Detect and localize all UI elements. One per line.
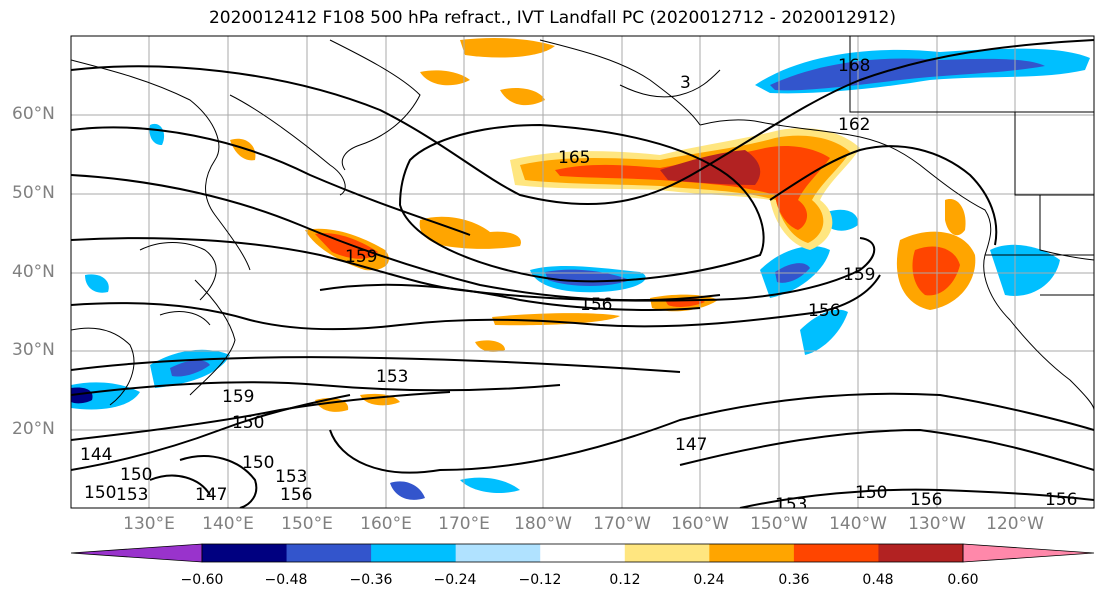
contour-label: 147 xyxy=(195,485,227,505)
contour-label: 150 xyxy=(232,413,264,433)
colorbar-segment xyxy=(878,544,964,562)
colorbar-tick-label: 0.48 xyxy=(862,572,894,588)
contour-label: 150 xyxy=(120,465,152,485)
colorbar-segment xyxy=(540,544,626,562)
contour-label: 153 xyxy=(775,495,807,515)
lat-label: 40°N xyxy=(12,262,55,282)
height-contours xyxy=(71,39,1094,508)
colorbar-segment xyxy=(455,544,541,562)
map-title: 2020012412 F108 500 hPa refract., IVT La… xyxy=(208,8,896,28)
colorbar-segment xyxy=(709,544,795,562)
contour-label: 156 xyxy=(910,490,942,510)
colorbar-tick-label: 0.12 xyxy=(609,572,641,588)
lat-label: 50°N xyxy=(12,183,55,203)
contour-label: 168 xyxy=(838,56,870,76)
colorbar-tick-label: −0.36 xyxy=(349,572,393,588)
contour-label: 150 xyxy=(855,483,887,503)
contour-label: 150 xyxy=(242,453,274,473)
lon-label: 130°E xyxy=(123,514,175,534)
colorbar-segment xyxy=(286,544,372,562)
colorbar-tick-label: −0.12 xyxy=(518,572,562,588)
contour-label: 156 xyxy=(280,485,312,505)
lon-label: 120°W xyxy=(986,514,1044,534)
colorbar-frame xyxy=(201,543,964,563)
contour-label: 153 xyxy=(376,367,408,387)
coastlines xyxy=(71,36,1094,411)
contour-label: 159 xyxy=(843,265,875,285)
lat-label: 20°N xyxy=(12,419,55,439)
colorbar-segment xyxy=(371,544,457,562)
contour-label: 159 xyxy=(345,247,377,267)
colorbar-tick-label: 0.24 xyxy=(693,572,725,588)
colorbar-extend-max xyxy=(962,543,1095,563)
contour-label: 153 xyxy=(116,485,148,505)
contour-label: 150 xyxy=(84,483,116,503)
contour-label: 3 xyxy=(680,73,691,93)
lat-label: 30°N xyxy=(12,340,55,360)
map-frame xyxy=(70,35,1095,509)
colorbar-segment xyxy=(624,544,710,562)
lon-label: 150°W xyxy=(750,514,808,534)
colorbar-extend-min xyxy=(70,543,203,563)
lon-label: 140°W xyxy=(829,514,887,534)
contour-label: 153 xyxy=(275,467,307,487)
contour-labels: 168 162 165 159 159 156 156 153 159 150 … xyxy=(80,56,1077,515)
contour-label: 156 xyxy=(808,301,840,321)
lon-label: 170°W xyxy=(593,514,651,534)
contour-label: 147 xyxy=(675,435,707,455)
lon-label: 160°E xyxy=(360,514,412,534)
lon-label: 170°E xyxy=(438,514,490,534)
lon-label: 140°E xyxy=(202,514,254,534)
lon-label: 150°E xyxy=(281,514,333,534)
colorbar-tick-label: 0.36 xyxy=(778,572,810,588)
contour-label: 162 xyxy=(838,115,870,135)
colorbar-tick-label: 0.60 xyxy=(947,572,979,588)
lon-label: 130°W xyxy=(908,514,966,534)
contour-label: 156 xyxy=(580,295,612,315)
colorbar-tick-label: −0.24 xyxy=(433,572,477,588)
anomaly-shading xyxy=(71,38,1090,500)
lat-label: 60°N xyxy=(12,104,55,124)
colorbar-segment xyxy=(202,544,288,562)
contour-label: 156 xyxy=(1045,490,1077,510)
lon-label: 160°W xyxy=(671,514,729,534)
lon-label: 180°W xyxy=(514,514,572,534)
contour-label: 144 xyxy=(80,445,112,465)
colorbar-tick-label: −0.60 xyxy=(180,572,224,588)
colorbar-segment xyxy=(793,544,879,562)
colorbar-tick-label: −0.48 xyxy=(264,572,308,588)
contour-label: 159 xyxy=(222,387,254,407)
contour-label: 165 xyxy=(558,148,590,168)
